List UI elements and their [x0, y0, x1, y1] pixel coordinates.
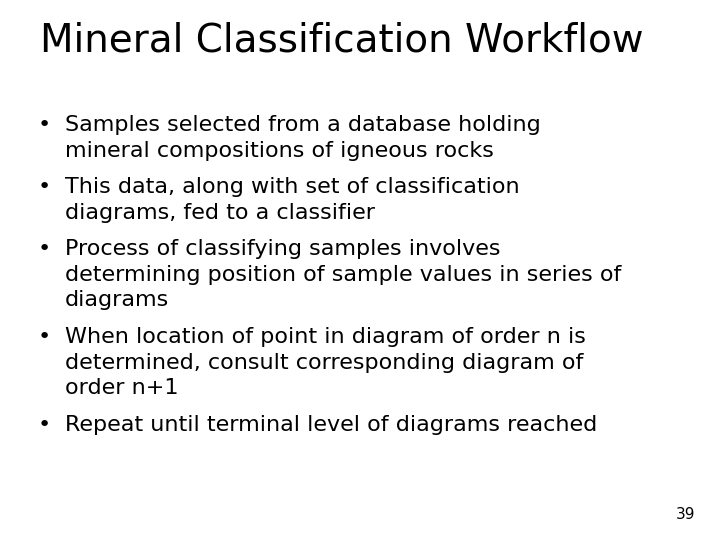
Text: •: •	[38, 415, 51, 435]
Text: 39: 39	[675, 507, 695, 522]
Text: Process of classifying samples involves
determining position of sample values in: Process of classifying samples involves …	[65, 239, 621, 310]
Text: This data, along with set of classification
diagrams, fed to a classifier: This data, along with set of classificat…	[65, 177, 520, 222]
Text: •: •	[38, 177, 51, 197]
Text: •: •	[38, 239, 51, 259]
Text: When location of point in diagram of order n is
determined, consult correspondin: When location of point in diagram of ord…	[65, 327, 586, 398]
Text: •: •	[38, 327, 51, 347]
Text: Samples selected from a database holding
mineral compositions of igneous rocks: Samples selected from a database holding…	[65, 115, 541, 160]
Text: Repeat until terminal level of diagrams reached: Repeat until terminal level of diagrams …	[65, 415, 598, 435]
Text: •: •	[38, 115, 51, 135]
Text: Mineral Classification Workflow: Mineral Classification Workflow	[40, 22, 644, 60]
